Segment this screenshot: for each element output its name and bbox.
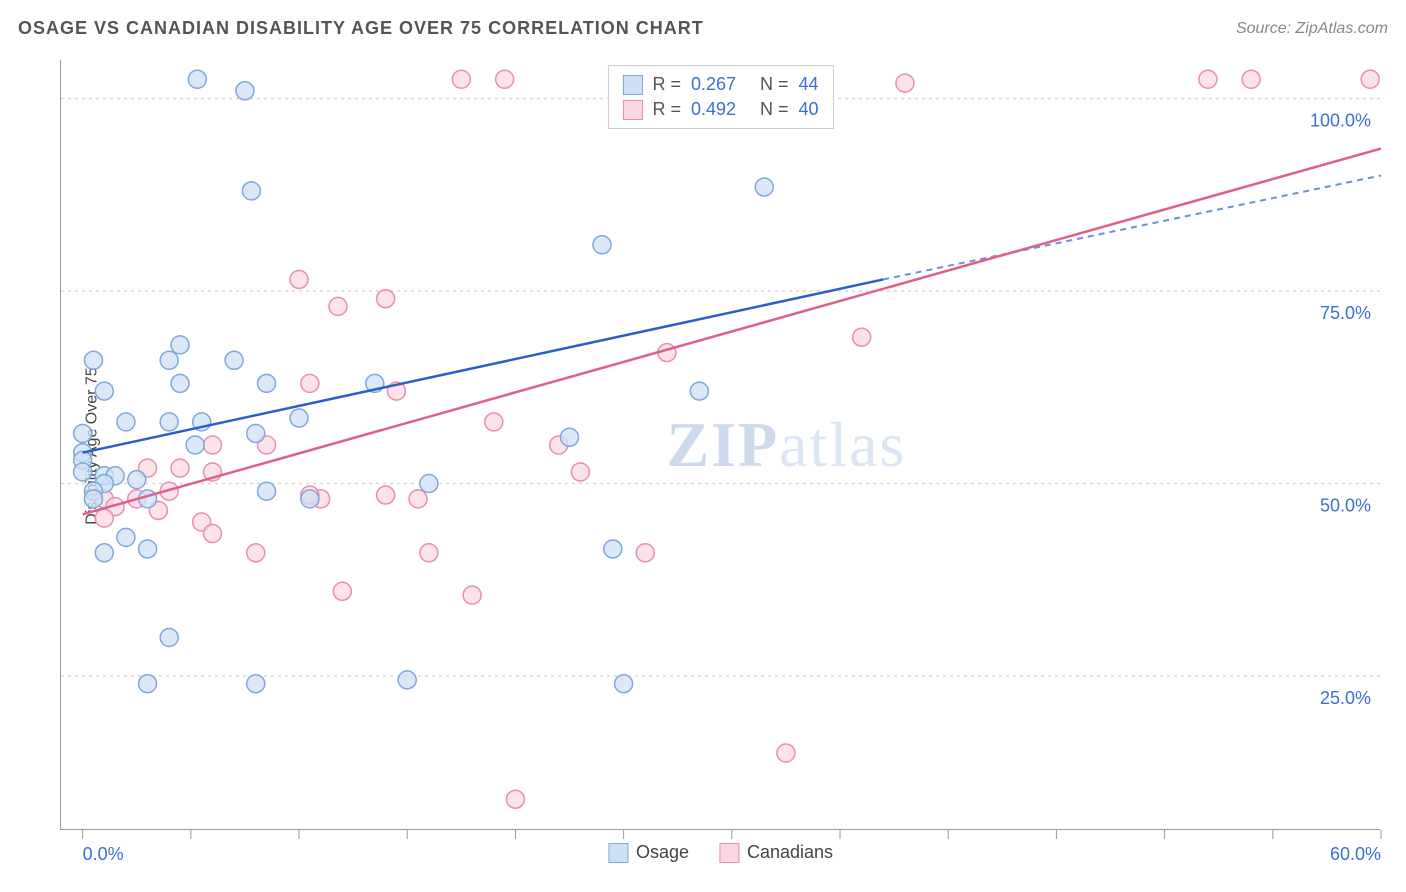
legend-stats-row: R = 0.492 N = 40	[622, 97, 818, 122]
legend-series: Osage Canadians	[608, 842, 833, 863]
svg-text:60.0%: 60.0%	[1330, 844, 1381, 864]
svg-text:25.0%: 25.0%	[1320, 688, 1371, 708]
legend-label-osage: Osage	[636, 842, 689, 863]
chart-area: ZIPatlas 25.0%50.0%75.0%100.0%0.0%60.0% …	[60, 60, 1380, 830]
svg-text:100.0%: 100.0%	[1310, 111, 1371, 131]
chart-title: OSAGE VS CANADIAN DISABILITY AGE OVER 75…	[18, 18, 704, 39]
svg-text:50.0%: 50.0%	[1320, 496, 1371, 516]
swatch-osage	[608, 843, 628, 863]
source-label: Source: ZipAtlas.com	[1236, 20, 1388, 38]
swatch-canadians	[719, 843, 739, 863]
legend-stats-row: R = 0.267 N = 44	[622, 72, 818, 97]
legend-stats: R = 0.267 N = 44 R = 0.492 N = 40	[607, 65, 833, 129]
svg-text:0.0%: 0.0%	[83, 844, 124, 864]
legend-label-canadians: Canadians	[747, 842, 833, 863]
svg-text:75.0%: 75.0%	[1320, 303, 1371, 323]
swatch-canadians	[622, 100, 642, 120]
plot-svg: 25.0%50.0%75.0%100.0%0.0%60.0%	[61, 60, 1380, 829]
swatch-osage	[622, 75, 642, 95]
